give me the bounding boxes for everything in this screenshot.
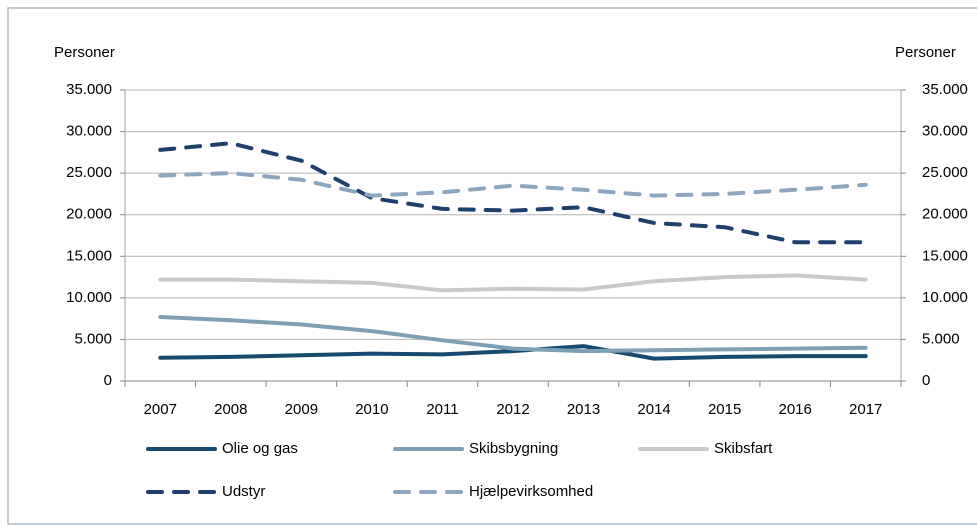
y-tick-label: 10.000 <box>66 289 112 306</box>
series-line <box>158 315 868 354</box>
legend-label: Udstyr <box>222 483 265 500</box>
x-tick-label: 2015 <box>708 401 741 418</box>
legend-label: Hjælpevirksomhed <box>469 483 593 500</box>
y2-tick-label: 25.000 <box>922 164 968 181</box>
x-tick-label: 2013 <box>567 401 600 418</box>
y2-tick-label: 5.000 <box>922 330 960 347</box>
y2-axis-title: Personer <box>895 44 956 61</box>
frame <box>7 7 977 525</box>
y2-tick-label: 10.000 <box>922 289 968 306</box>
series-line <box>158 141 868 245</box>
x-tick-label: 2008 <box>214 401 247 418</box>
y-tick-label: 20.000 <box>66 206 112 223</box>
x-tick-label: 2012 <box>496 401 529 418</box>
series-line <box>158 273 868 293</box>
y2-tick-label: 15.000 <box>922 247 968 264</box>
legend-label: Olie og gas <box>222 440 298 457</box>
y2-tick-label: 30.000 <box>922 123 968 140</box>
series-line <box>158 171 868 198</box>
x-tick-label: 2014 <box>637 401 670 418</box>
y-tick-label: 35.000 <box>66 81 112 98</box>
y-tick-label: 25.000 <box>66 164 112 181</box>
series-line <box>158 344 868 361</box>
y2-tick-label: 0 <box>922 372 930 389</box>
x-tick-label: 2010 <box>355 401 388 418</box>
y2-tick-label: 35.000 <box>922 81 968 98</box>
y-axis-title: Personer <box>54 44 115 61</box>
x-tick-label: 2017 <box>849 401 882 418</box>
x-tick-label: 2007 <box>144 401 177 418</box>
y-tick-label: 0 <box>104 372 112 389</box>
legend-label: Skibsbygning <box>469 440 558 457</box>
x-tick-label: 2016 <box>778 401 811 418</box>
legend-label: Skibsfart <box>714 440 773 457</box>
y-tick-label: 30.000 <box>66 123 112 140</box>
x-tick-label: 2009 <box>285 401 318 418</box>
y-tick-label: 5.000 <box>74 330 112 347</box>
y-tick-label: 15.000 <box>66 247 112 264</box>
x-tick-label: 2011 <box>426 401 458 418</box>
y2-tick-label: 20.000 <box>922 206 968 223</box>
